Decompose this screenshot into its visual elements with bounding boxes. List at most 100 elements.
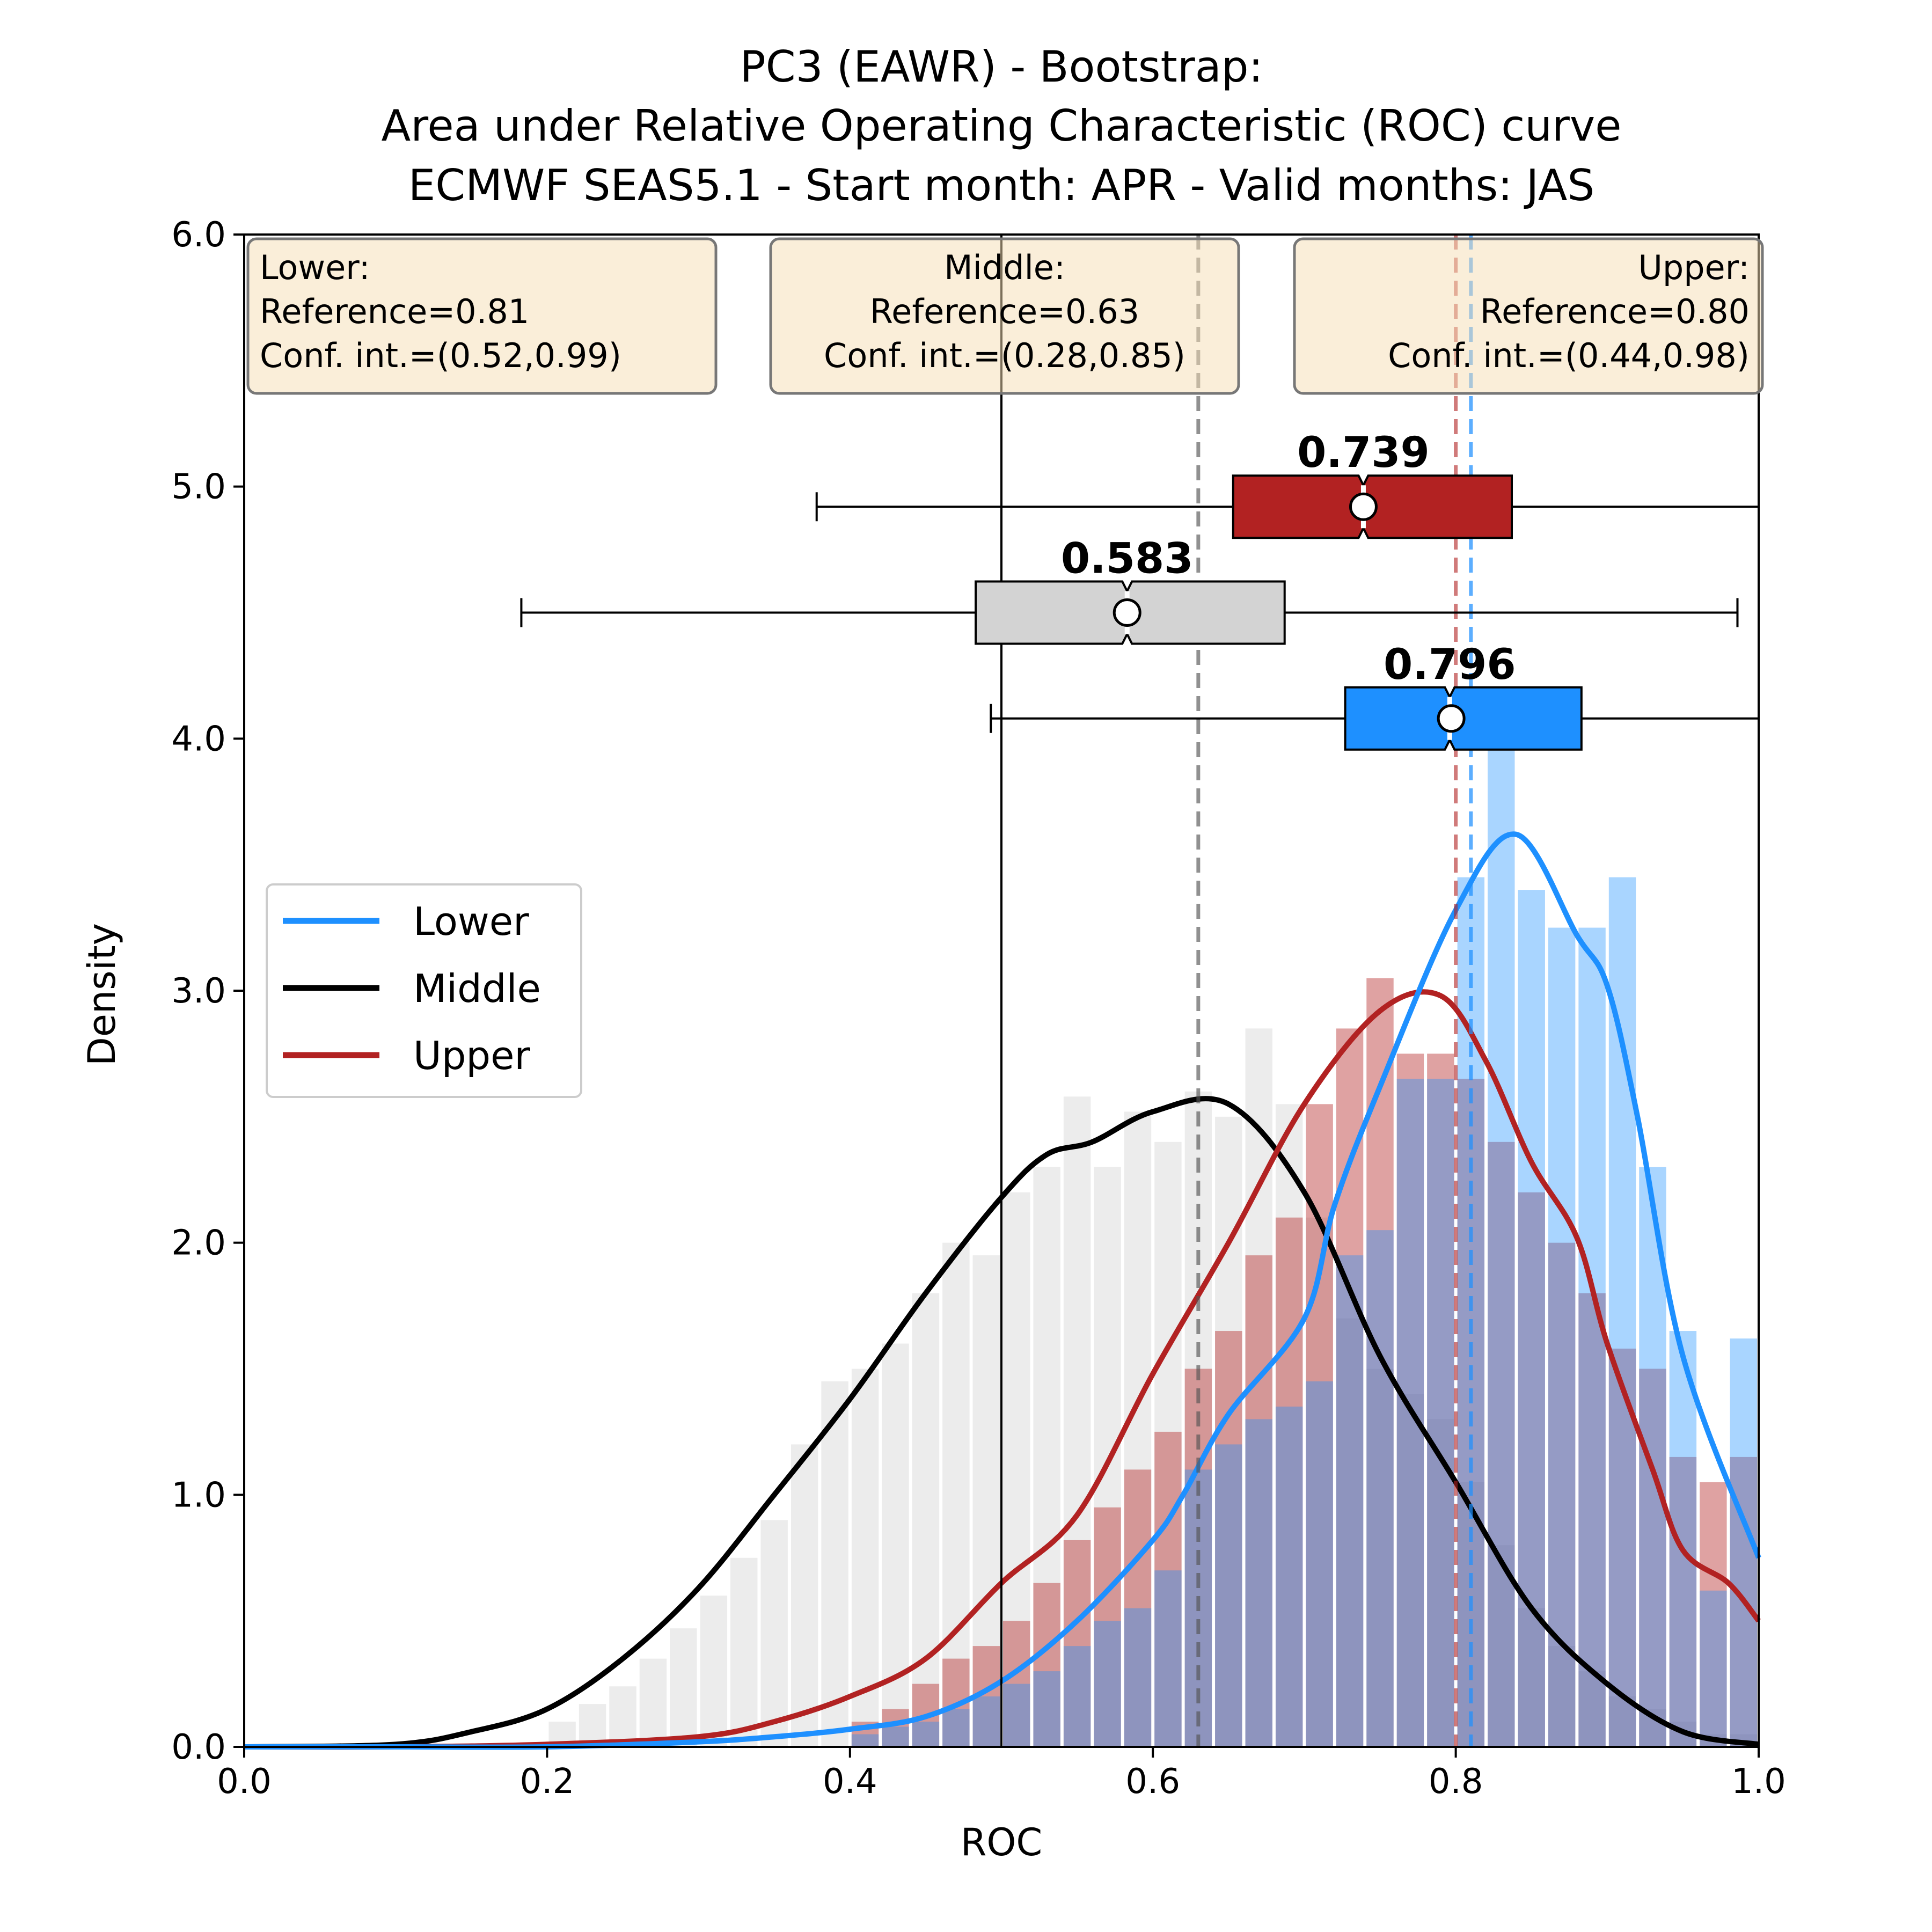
- histogram-bar-upper: [1063, 1540, 1091, 1747]
- histogram-bar-middle: [882, 1343, 909, 1747]
- legend-label-middle: Middle: [413, 966, 541, 1011]
- histogram-bar-lower: [1245, 1419, 1272, 1747]
- reference-lines: [1000, 235, 1473, 1747]
- y-tick-label: 2.0: [171, 1224, 226, 1263]
- histogram-bar-middle: [942, 1242, 970, 1747]
- kde-curve-lower: [244, 831, 1761, 1750]
- histogram-bar-upper: [1518, 1192, 1545, 1747]
- histogram-bar-upper: [1336, 1028, 1364, 1747]
- x-tick-label: 0.2: [520, 1762, 575, 1802]
- histogram-bar-lower: [1124, 1608, 1152, 1747]
- histogram-bar-lower: [1215, 1444, 1242, 1747]
- mean-marker-lower: [1437, 704, 1466, 733]
- kde-curves: [244, 831, 1761, 1750]
- histogram-bar-lower: [1154, 1570, 1182, 1747]
- histogram-bar-lower: [1366, 1230, 1394, 1747]
- histogram-bar-lower: [1094, 1621, 1121, 1747]
- histograms: [548, 738, 1757, 1747]
- info-box-line: Reference=0.81: [260, 292, 529, 331]
- axes: 0.0 0.2 0.4 0.6 0.8 1.0 0.0 1.0 2.0 3.0 4.0 5.0 6.0: [171, 215, 1786, 1802]
- histogram-bar-middle: [639, 1658, 667, 1747]
- histogram-bar-middle: [821, 1381, 848, 1747]
- info-box-line: Reference=0.80: [1480, 292, 1750, 331]
- legend-background: [266, 883, 582, 1098]
- legend-label-upper: Upper: [413, 1033, 530, 1078]
- histogram-bar-middle: [1578, 1671, 1606, 1747]
- histogram-bar-upper: [1245, 1255, 1272, 1747]
- legend: Lower Middle Upper: [266, 883, 582, 1098]
- mean-marker-upper: [1349, 492, 1378, 521]
- info-box-background: [769, 237, 1240, 395]
- y-tick-label: 6.0: [171, 215, 226, 255]
- info-box-line: Conf. int.=(0.44,0.98): [1388, 336, 1750, 375]
- histogram-bar-upper: [1669, 1457, 1697, 1747]
- median-label-middle: 0.583: [1061, 535, 1194, 583]
- y-tick-label: 4.0: [171, 719, 226, 759]
- plot-area: 0.796 0.583 0.739: [244, 235, 1761, 1750]
- info-box-line: Reference=0.63: [870, 292, 1139, 331]
- histogram-bar-upper: [1094, 1507, 1121, 1747]
- histogram-bar-lower: [972, 1696, 1000, 1747]
- info-box-background: [1293, 237, 1764, 395]
- histogram-bar-upper: [1275, 1217, 1303, 1747]
- histogram-bar-middle: [1518, 1608, 1545, 1747]
- histogram-bar-upper: [1003, 1621, 1030, 1747]
- title-line-2: Area under Relative Operating Characteri…: [382, 101, 1622, 151]
- histogram-bar-middle: [1366, 1368, 1394, 1747]
- median-label-lower: 0.796: [1384, 641, 1516, 689]
- chart-title: PC3 (EAWR) - Bootstrap: Area under Relat…: [382, 42, 1622, 210]
- histogram-bar-lower: [1336, 1255, 1364, 1747]
- y-axis-label: Density: [80, 923, 124, 1066]
- legend-box: Lower Middle Upper: [266, 883, 582, 1098]
- histogram-bar-middle: [700, 1596, 728, 1747]
- histogram-bar-upper: [1639, 1368, 1666, 1747]
- info-box-line: Upper:: [1638, 248, 1750, 287]
- histogram-bar-lower: [912, 1722, 940, 1747]
- histogram-bar-middle: [609, 1686, 636, 1747]
- histogram-bar-lower: [882, 1726, 909, 1747]
- histogram-bar-lower: [942, 1709, 970, 1747]
- histogram-bar-lower: [1306, 1381, 1333, 1747]
- title-line-3: ECMWF SEAS5.1 - Start month: APR - Valid…: [408, 160, 1595, 210]
- histogram-bar-lower: [1063, 1646, 1091, 1747]
- legend-label-lower: Lower: [413, 899, 529, 944]
- histogram-bar-middle: [1003, 1192, 1030, 1747]
- histogram-bar-middle: [760, 1520, 788, 1747]
- info-box-lower: Lower: Reference=0.81 Conf. int.=(0.52,0.9…: [246, 237, 718, 395]
- y-tick-label: 3.0: [171, 971, 226, 1011]
- histogram-bar-middle: [1063, 1096, 1091, 1747]
- histogram-bar-middle: [972, 1255, 1000, 1747]
- histogram-bar-lower: [1700, 1590, 1727, 1747]
- histogram-bar-middle: [1396, 1394, 1424, 1747]
- info-boxes: Lower: Reference=0.81 Conf. int.=(0.52,0.9…: [246, 237, 1764, 395]
- histogram-bar-upper: [1033, 1583, 1060, 1747]
- histogram-bar-lower: [1275, 1406, 1303, 1747]
- histogram-bar-middle: [670, 1628, 697, 1747]
- histogram-bar-lower: [1608, 877, 1636, 1747]
- x-tick-label: 0.0: [217, 1762, 272, 1802]
- histogram-bar-middle: [912, 1293, 940, 1747]
- histogram-bar-upper: [1154, 1431, 1182, 1747]
- histogram-bar-upper: [882, 1709, 909, 1747]
- info-box-middle: Middle: Reference=0.63 Conf. int.=(0.28,0.…: [769, 237, 1240, 395]
- histogram-bar-middle: [791, 1444, 818, 1747]
- x-tick-label: 1.0: [1731, 1762, 1786, 1802]
- info-box-line: Middle:: [944, 248, 1065, 287]
- histogram-bar-lower: [1033, 1671, 1060, 1747]
- histogram-bar-upper: [1396, 1053, 1424, 1747]
- x-axis-label: ROC: [961, 1820, 1043, 1864]
- histogram-bar-middle: [1154, 1141, 1182, 1747]
- histogram-bar-upper: [1427, 1053, 1454, 1747]
- histogram-bar-lower: [1003, 1684, 1030, 1747]
- x-tick-label: 0.4: [823, 1762, 877, 1802]
- x-tick-label: 0.6: [1125, 1762, 1180, 1802]
- info-box-line: Conf. int.=(0.52,0.99): [260, 336, 621, 375]
- histogram-bar-lower: [1488, 738, 1515, 1747]
- y-tick-label: 0.0: [171, 1728, 226, 1767]
- histogram-bar-middle: [1124, 1111, 1152, 1747]
- histogram-bar-upper: [1306, 1104, 1333, 1747]
- kde-curve-middle: [244, 1096, 1759, 1750]
- info-box-upper: Upper: Reference=0.80 Conf. int.=(0.44,0.9…: [1293, 237, 1764, 395]
- median-label-upper: 0.739: [1297, 429, 1430, 477]
- histogram-bar-middle: [1336, 1318, 1364, 1747]
